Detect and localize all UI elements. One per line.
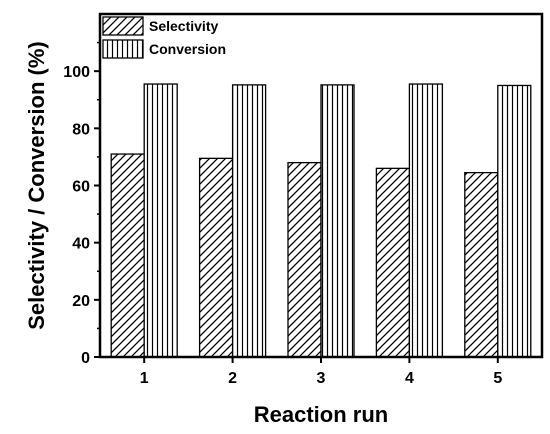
y-tick-label: 80 <box>72 121 90 138</box>
x-tick-label: 4 <box>405 370 414 387</box>
bars-group <box>110 83 532 358</box>
bar-conversion-1 <box>143 83 178 358</box>
bar-selectivity-1 <box>110 153 145 358</box>
legend: Selectivity Conversion <box>102 16 226 59</box>
x-axis: 1 2 3 4 5 <box>140 357 502 387</box>
legend-label-selectivity: Selectivity <box>149 18 218 34</box>
y-tick-label: 40 <box>72 236 90 253</box>
y-tick-label: 100 <box>63 64 90 81</box>
bar-conversion-3 <box>320 84 355 358</box>
bar-selectivity-3 <box>287 161 322 358</box>
x-tick-label: 5 <box>493 370 502 387</box>
y-tick-label: 60 <box>72 179 90 196</box>
y-tick-label: 20 <box>72 293 90 310</box>
y-axis: 0 20 40 60 80 100 <box>63 41 100 367</box>
legend-swatch-conversion <box>102 39 144 59</box>
bar-selectivity-4 <box>375 167 411 358</box>
y-tick-label: 0 <box>81 350 90 367</box>
x-tick-label: 2 <box>228 370 237 387</box>
legend-label-conversion: Conversion <box>149 41 226 57</box>
bar-selectivity-2 <box>198 157 234 358</box>
x-tick-label: 1 <box>140 370 149 387</box>
x-tick-label: 3 <box>317 370 326 387</box>
bar-selectivity-5 <box>464 171 499 358</box>
x-axis-label: Reaction run <box>254 402 388 427</box>
legend-swatch-selectivity <box>102 16 144 36</box>
y-axis-label: Selectivity / Conversion (%) <box>24 41 49 330</box>
bar-conversion-5 <box>497 84 532 358</box>
bar-conversion-4 <box>408 83 444 358</box>
bar-conversion-2 <box>231 84 267 358</box>
